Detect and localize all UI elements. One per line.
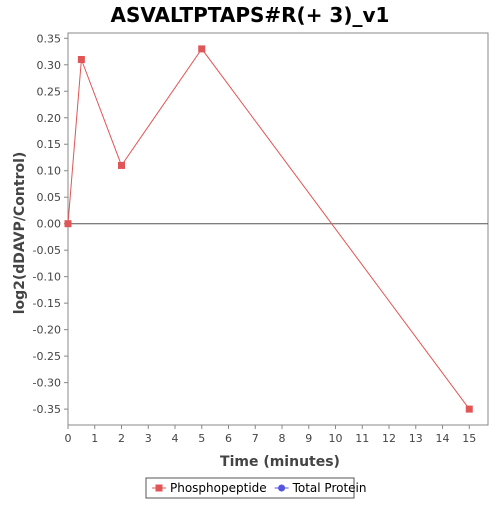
- x-tick-label: 7: [252, 432, 259, 445]
- x-tick-label: 15: [462, 432, 476, 445]
- y-tick-label: 0.35: [37, 32, 62, 45]
- data-point: [465, 405, 473, 413]
- y-tick-label: -0.10: [33, 271, 61, 284]
- x-tick-label: 10: [329, 432, 343, 445]
- y-tick-label: 0.00: [37, 218, 62, 231]
- x-tick-label: 14: [436, 432, 450, 445]
- y-tick-label: -0.25: [33, 350, 61, 363]
- y-tick-label: -0.05: [33, 244, 61, 257]
- x-axis-label: Time (minutes): [220, 454, 340, 470]
- y-tick-label: 0.25: [37, 85, 62, 98]
- x-tick-label: 8: [279, 432, 286, 445]
- plot-area: 0.35 0.30 0.25 0.20 0.15 0.10 0.05 0.00 -0.05 -0.…: [33, 32, 489, 445]
- legend-label: Total Protein: [292, 481, 367, 495]
- y-tick-label: 0.15: [37, 138, 62, 151]
- x-tick-label: 2: [118, 432, 125, 445]
- x-tick-label: 12: [382, 432, 396, 445]
- chart-title: ASVALTPTAPS#R(+ 3)_v1: [111, 3, 390, 27]
- y-tick-label: 0.30: [37, 59, 62, 72]
- y-tick-label: -0.20: [33, 324, 61, 337]
- y-tick-label: 0.05: [37, 191, 62, 204]
- x-tick-label: 9: [305, 432, 312, 445]
- data-point: [118, 161, 126, 169]
- x-tick-label: 1: [91, 432, 98, 445]
- legend-marker: [155, 484, 163, 492]
- legend-marker: [278, 484, 286, 492]
- x-tick-label: 5: [198, 432, 205, 445]
- x-tick-label: 13: [409, 432, 423, 445]
- data-point: [64, 220, 72, 228]
- legend-label: Phosphopeptide: [170, 481, 267, 495]
- x-tick-label: 0: [65, 432, 72, 445]
- data-point: [198, 45, 206, 53]
- y-tick-label: 0.10: [37, 165, 62, 178]
- data-point: [77, 55, 85, 63]
- x-tick-label: 11: [355, 432, 369, 445]
- x-tick-label: 4: [172, 432, 179, 445]
- legend-box: [145, 477, 355, 499]
- x-tick-label: 6: [225, 432, 232, 445]
- y-tick-label: -0.35: [33, 403, 61, 416]
- legend: Phosphopeptide Total Protein: [145, 477, 367, 499]
- y-tick-label: 0.20: [37, 112, 62, 125]
- y-tick-label: -0.30: [33, 377, 61, 390]
- x-tick-label: 3: [145, 432, 152, 445]
- plot-frame: [67, 32, 489, 426]
- y-axis-label: log2(dDAVP/Control): [12, 152, 28, 315]
- y-tick-label: -0.15: [33, 297, 61, 310]
